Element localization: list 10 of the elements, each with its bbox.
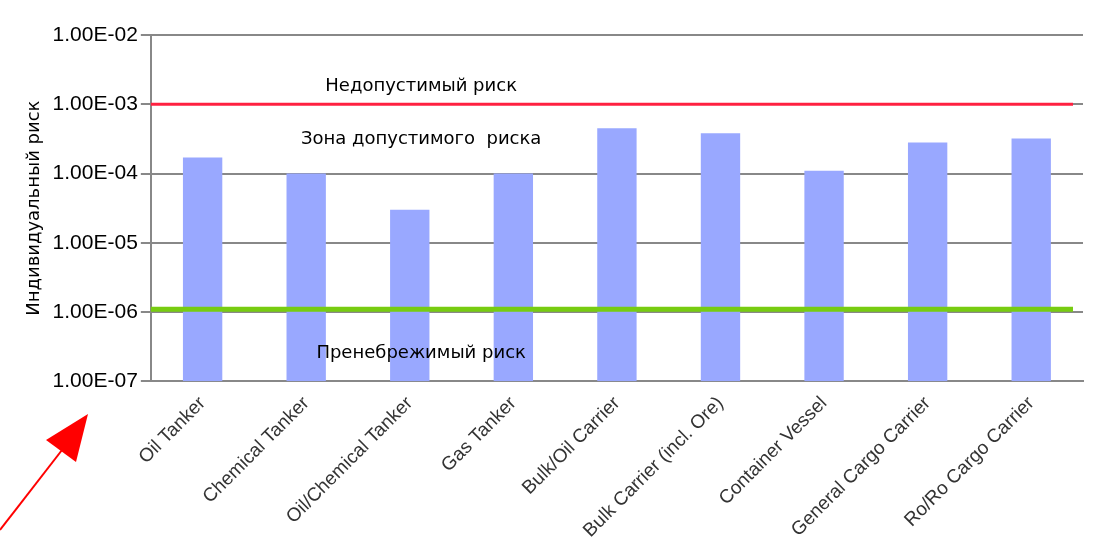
y-tick-label: 1.00E-04 — [52, 160, 139, 184]
ref-line-label: Недопустимый риск — [325, 73, 518, 95]
ref-line-label: Пренебрежимый риск — [316, 340, 527, 362]
y-tick-label: 1.00E-07 — [52, 368, 138, 392]
y-tick-label: 1.00E-05 — [52, 229, 138, 253]
y-tick-label: 1.00E-06 — [52, 298, 138, 322]
y-tick-label: 1.00E-03 — [52, 91, 138, 115]
y-tick-label: 1.00E-02 — [52, 21, 138, 45]
y-axis-title: Индивидуальный риск — [22, 100, 44, 316]
annotation: Зона допустимого риска — [300, 126, 542, 148]
